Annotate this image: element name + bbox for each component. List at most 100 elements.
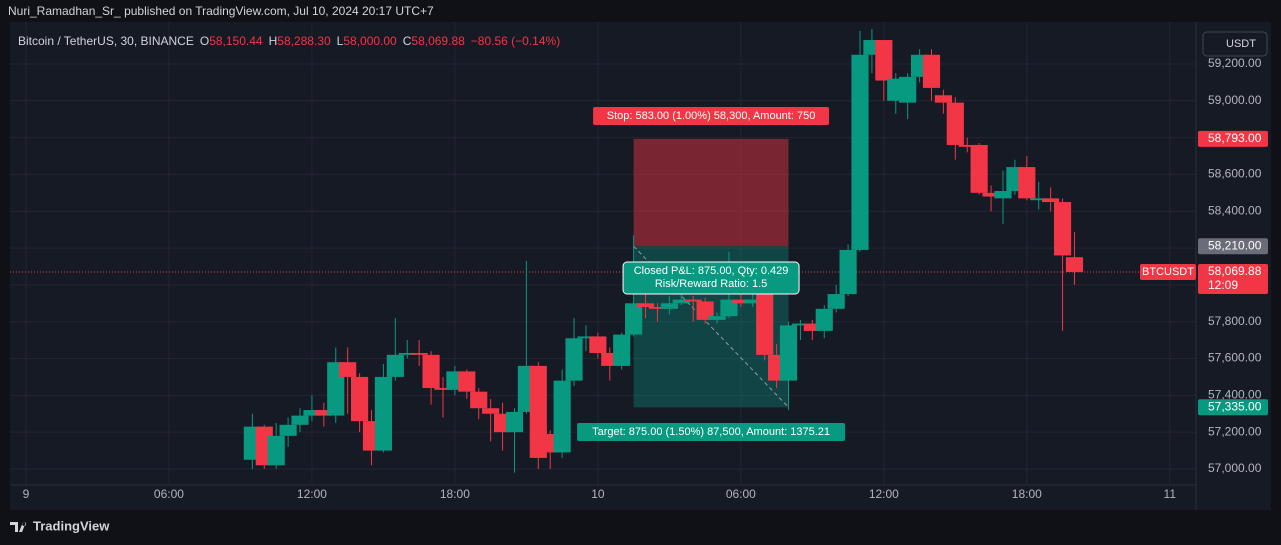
y-tick-label: 57,200.00 [1208,424,1262,438]
candle-body [756,279,774,355]
currency-button[interactable] [1202,31,1268,57]
stop-zone [633,138,789,247]
position-label: Stop: 583.00 (1.00%) 58,300, Amount: 750 [607,110,816,122]
candle-body [577,336,595,339]
logo [10,522,27,532]
position-label: Target: 875.00 (1.50%) 87,500, Amount: 1… [592,426,830,438]
legend-value: 58,069.88 [411,34,465,48]
price-badge-label: 58,069.88 [1208,264,1262,278]
price-badge [1198,264,1268,295]
candle-body [1018,167,1036,199]
legend-key: C [403,34,412,48]
candle-body [315,410,333,416]
candle-body [422,354,440,388]
x-tick-label: 10 [591,487,605,501]
candle-body [660,303,678,309]
candle-body [648,306,667,309]
candle-body [791,323,810,326]
brand: TradingView [33,518,110,533]
x-tick-label: 18:00 [1012,487,1042,501]
price-badge [1198,130,1268,147]
candle-body [672,299,690,304]
candle-body [458,371,476,392]
plot [10,28,1196,473]
candle-body [708,316,726,320]
candle-body [470,391,488,409]
candle-body [994,190,1012,199]
closed-box [622,261,800,295]
y-tick-label: 57,800.00 [1208,314,1262,328]
candle-body [398,353,416,355]
position-label-box [577,423,846,441]
price-badge-label: 57,335.00 [1208,399,1262,413]
candle-body [934,95,952,103]
price-badge-label: 58,793.00 [1208,131,1262,145]
candle-body [696,301,714,320]
x-tick-label: 12:00 [869,487,899,501]
candle-body [482,408,500,414]
candle-body [279,424,297,436]
price-badge-time: 12:09 [1208,278,1238,292]
grid [10,22,1196,485]
candle-body [636,303,655,307]
candle-body [625,303,643,335]
candle-body [744,299,762,304]
candle-body [1042,198,1060,203]
candle-body [303,410,321,416]
candle-body [851,54,869,250]
candle-body [291,415,309,425]
legend: Bitcoin / TetherUS, 30, BINANCE O58,150.4… [18,34,560,48]
overlay: Stop: 583.00 (1.00%) 58,300, Amount: 750… [577,107,846,441]
legend-change: −80.56 (−0.14%) [471,34,560,48]
candle-body [1030,198,1048,201]
closed-label: Closed P&L: 875.00, Qty: 0.429 [634,265,789,277]
symbol-badge-label: BTCUSDT [1142,266,1194,278]
x-tick-label: 06:00 [154,487,184,501]
candle-body [589,336,607,354]
publisher: Nuri_Ramadhan_Sr_ published on TradingVi… [8,4,434,18]
candle-body [613,334,631,366]
y-tick-label: 58,600.00 [1208,167,1262,181]
candle-body [815,308,833,331]
legend-key: O [200,34,209,48]
candle-body [839,249,857,295]
candle-body [875,40,893,81]
candle-body [1065,257,1084,273]
candle-body [720,299,738,317]
legend-symbol: Bitcoin / TetherUS, 30, BINANCE [18,34,194,48]
legend-key: L [337,34,344,48]
candle-body [339,362,357,377]
candle-body [684,299,702,302]
y-tick-label: 58,400.00 [1208,203,1262,217]
candle-body [982,192,1000,197]
candle-body [374,376,392,451]
y-tick-label: 59,000.00 [1208,93,1262,107]
price-badge [1198,399,1268,416]
x-tick-label: 18:00 [440,487,470,501]
candle-body [946,102,964,145]
currency[interactable]: USDT [1226,38,1256,50]
symbol-badge [1140,264,1196,281]
price-badge-label: 58,210.00 [1208,238,1262,252]
price-badge [1198,238,1268,255]
y-tick-label: 57,600.00 [1208,351,1262,365]
candle-body [803,323,821,331]
candle-body [565,338,583,381]
candle-body [899,76,917,103]
candle-body [1053,202,1072,256]
legend-key: H [269,34,278,48]
candle-body [732,299,750,304]
position-label-box [593,107,830,125]
candle-body [553,380,571,453]
candle-body [505,411,524,433]
candle-body [386,354,404,377]
x-tick-label: 12:00 [297,487,327,501]
y-tick-label: 57,000.00 [1208,461,1262,475]
candle-body [351,376,369,422]
x-tick-label: 9 [23,487,30,501]
legend-value: 58,288.30 [277,34,331,48]
candle-body [410,353,428,355]
candle-body [779,325,798,381]
